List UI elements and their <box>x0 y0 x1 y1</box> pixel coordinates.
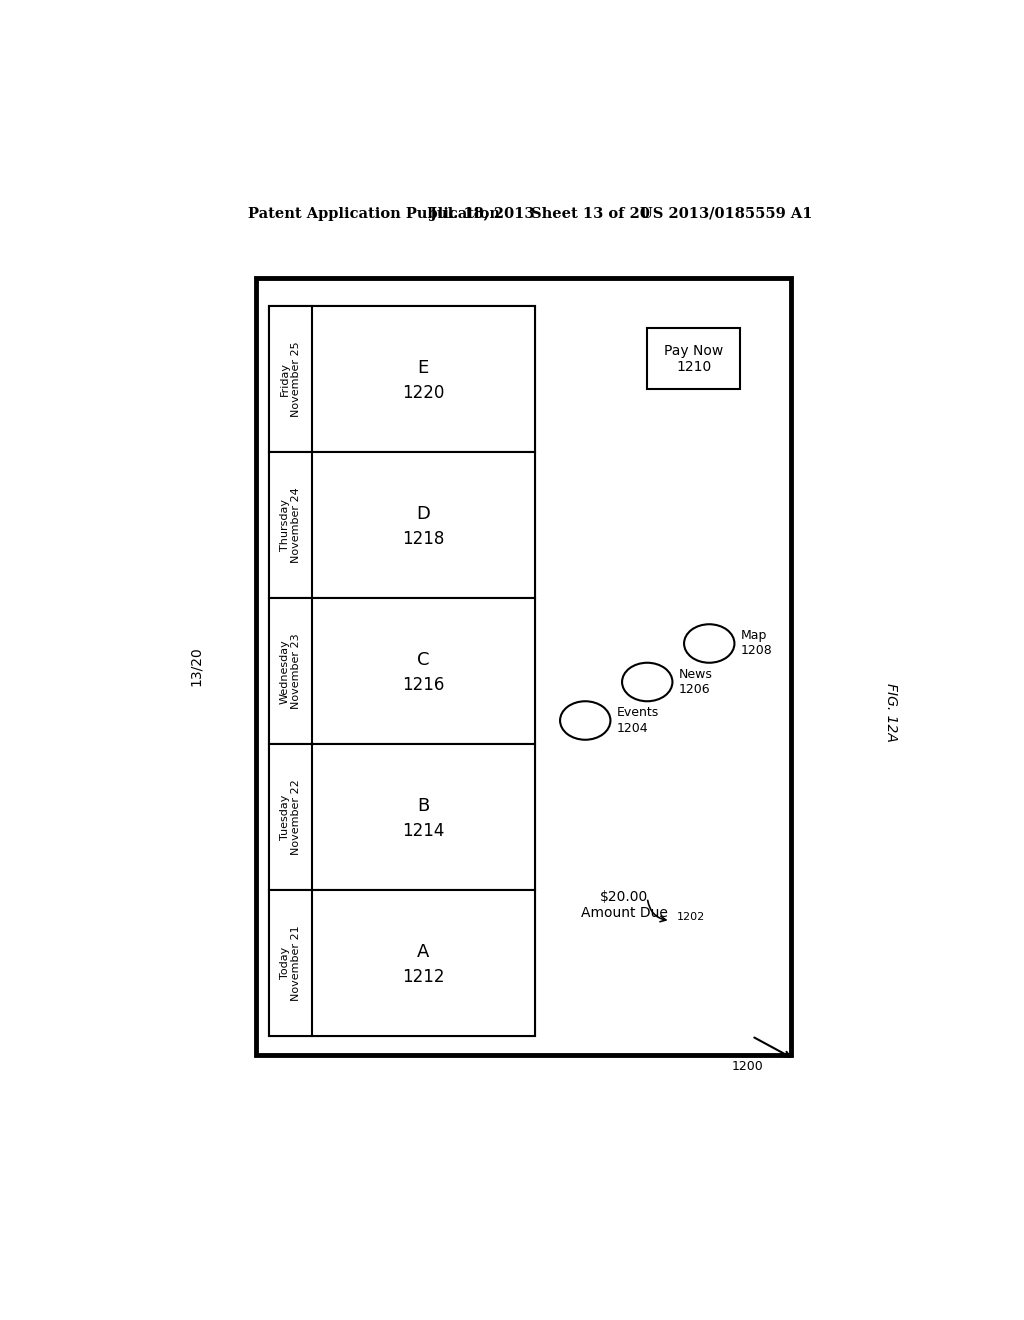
Text: $20.00
Amount Due: $20.00 Amount Due <box>581 890 668 920</box>
Bar <box>269 744 535 890</box>
Ellipse shape <box>622 663 673 701</box>
Text: US 2013/0185559 A1: US 2013/0185559 A1 <box>640 207 812 220</box>
Text: B: B <box>417 797 429 814</box>
Text: 1212: 1212 <box>402 968 444 986</box>
Text: 1220: 1220 <box>402 384 444 403</box>
Bar <box>269 306 535 1036</box>
Text: 1200: 1200 <box>732 1060 764 1073</box>
Text: 13/20: 13/20 <box>189 647 203 686</box>
Text: E: E <box>418 359 429 376</box>
Text: A: A <box>417 942 429 961</box>
Text: D: D <box>417 504 430 523</box>
Text: Wednesday
November 23: Wednesday November 23 <box>280 634 301 709</box>
Text: Patent Application Publication: Patent Application Publication <box>248 207 500 220</box>
Text: Friday
November 25: Friday November 25 <box>280 342 301 417</box>
Text: 1216: 1216 <box>402 676 444 694</box>
Text: Tuesday
November 22: Tuesday November 22 <box>280 779 301 855</box>
Bar <box>269 453 535 598</box>
Text: Pay Now
1210: Pay Now 1210 <box>665 343 723 374</box>
Text: 1202: 1202 <box>677 912 705 921</box>
Bar <box>269 598 535 744</box>
Bar <box>647 327 740 389</box>
Text: C: C <box>417 651 429 669</box>
Text: Today
November 21: Today November 21 <box>280 925 301 1001</box>
Text: FIG. 12A: FIG. 12A <box>885 684 898 742</box>
Text: Map
1208: Map 1208 <box>740 630 772 657</box>
Text: Thursday
November 24: Thursday November 24 <box>280 487 301 564</box>
Text: Sheet 13 of 20: Sheet 13 of 20 <box>531 207 650 220</box>
Text: Events
1204: Events 1204 <box>616 706 658 734</box>
Ellipse shape <box>560 701 610 739</box>
Bar <box>256 277 791 1056</box>
Text: 1218: 1218 <box>402 531 444 548</box>
Text: 1214: 1214 <box>402 822 444 840</box>
Bar <box>269 306 535 453</box>
Bar <box>269 890 535 1036</box>
Text: Jul. 18, 2013: Jul. 18, 2013 <box>430 207 535 220</box>
Ellipse shape <box>684 624 734 663</box>
Text: News
1206: News 1206 <box>679 668 713 696</box>
